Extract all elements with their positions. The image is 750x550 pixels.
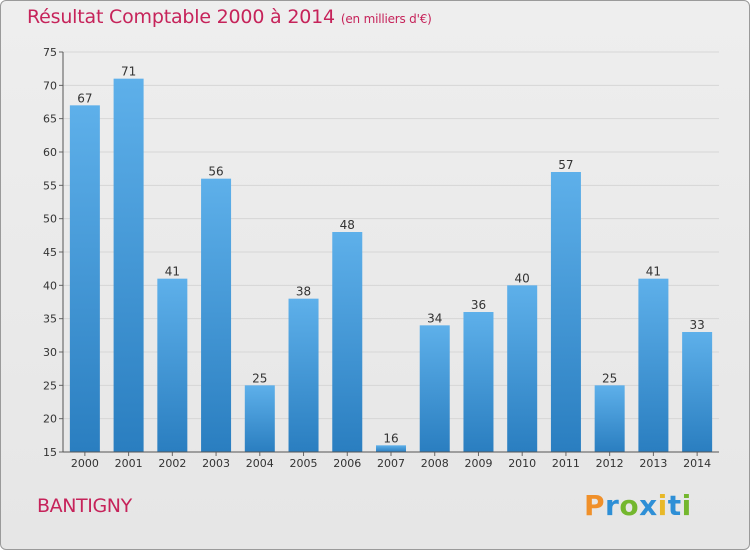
data-label-2000: 67 [77, 91, 92, 105]
data-label-2011: 57 [558, 158, 573, 172]
y-tick-label: 50 [43, 213, 57, 226]
bar-2010 [507, 285, 537, 452]
y-tick-label: 65 [43, 113, 57, 126]
data-label-2001: 71 [121, 65, 136, 79]
data-label-2002: 41 [165, 265, 180, 279]
data-label-2008: 34 [427, 311, 442, 325]
y-tick-label: 45 [43, 246, 57, 259]
x-tick-label-2013: 2013 [639, 457, 667, 470]
bar-2012 [595, 385, 625, 452]
x-tick-label-2010: 2010 [508, 457, 536, 470]
x-tick-label-2014: 2014 [683, 457, 711, 470]
data-label-2013: 41 [646, 265, 661, 279]
data-label-2003: 56 [208, 165, 223, 179]
y-tick-label: 75 [43, 46, 57, 59]
x-tick-label-2006: 2006 [333, 457, 361, 470]
data-label-2006: 48 [340, 218, 355, 232]
data-label-2014: 33 [689, 318, 704, 332]
y-axis-ticks: 15 20 25 30 35 40 45 50 55 60 65 70 75 [43, 46, 63, 459]
data-label-2012: 25 [602, 371, 617, 385]
y-tick-label: 55 [43, 179, 57, 192]
bar-2001 [114, 79, 144, 452]
y-tick-label: 60 [43, 146, 57, 159]
x-tick-label-2000: 2000 [71, 457, 99, 470]
bar-2007 [376, 445, 406, 452]
x-tick-label-2004: 2004 [246, 457, 274, 470]
bar-2009 [463, 312, 493, 452]
data-label-2007: 16 [383, 431, 398, 445]
bar-2004 [245, 385, 275, 452]
y-tick-label: 70 [43, 79, 57, 92]
bar-2002 [157, 279, 187, 452]
x-axis-ticks: 2000 2001 2002 2003 2004 2005 2006 2007 2008 2009… [71, 452, 711, 470]
x-tick-label-2012: 2012 [596, 457, 624, 470]
place-name: BANTIGNY [37, 495, 132, 517]
x-tick-label-2011: 2011 [552, 457, 580, 470]
bar-2005 [289, 299, 319, 452]
data-label-2009: 36 [471, 298, 486, 312]
y-tick-label: 40 [43, 279, 57, 292]
y-tick-label: 20 [43, 413, 57, 426]
data-label-2004: 25 [252, 371, 267, 385]
proxiti-logo[interactable]: Proxiti [584, 489, 692, 522]
bar-2003 [201, 179, 231, 452]
data-label-2010: 40 [515, 271, 530, 285]
data-label-2005: 38 [296, 285, 311, 299]
x-tick-label-2003: 2003 [202, 457, 230, 470]
y-tick-label: 25 [43, 379, 57, 392]
x-tick-label-2005: 2005 [290, 457, 318, 470]
y-tick-label: 30 [43, 346, 57, 359]
bar-2014 [682, 332, 712, 452]
x-tick-label-2007: 2007 [377, 457, 405, 470]
chart-frame: Résultat Comptable 2000 à 2014 (en millie… [0, 0, 750, 550]
bar-2008 [420, 325, 450, 452]
bar-2011 [551, 172, 581, 452]
x-tick-label-2008: 2008 [421, 457, 449, 470]
x-tick-label-2002: 2002 [158, 457, 186, 470]
bar-chart: 15 20 25 30 35 40 45 50 55 60 65 70 75 67 71 41 56 25 38 4… [1, 1, 750, 550]
y-tick-label: 35 [43, 313, 57, 326]
bar-2006 [332, 232, 362, 452]
y-tick-label: 15 [43, 446, 57, 459]
bar-2000 [70, 105, 100, 452]
x-tick-label-2009: 2009 [464, 457, 492, 470]
bar-2013 [638, 279, 668, 452]
x-tick-label-2001: 2001 [115, 457, 143, 470]
